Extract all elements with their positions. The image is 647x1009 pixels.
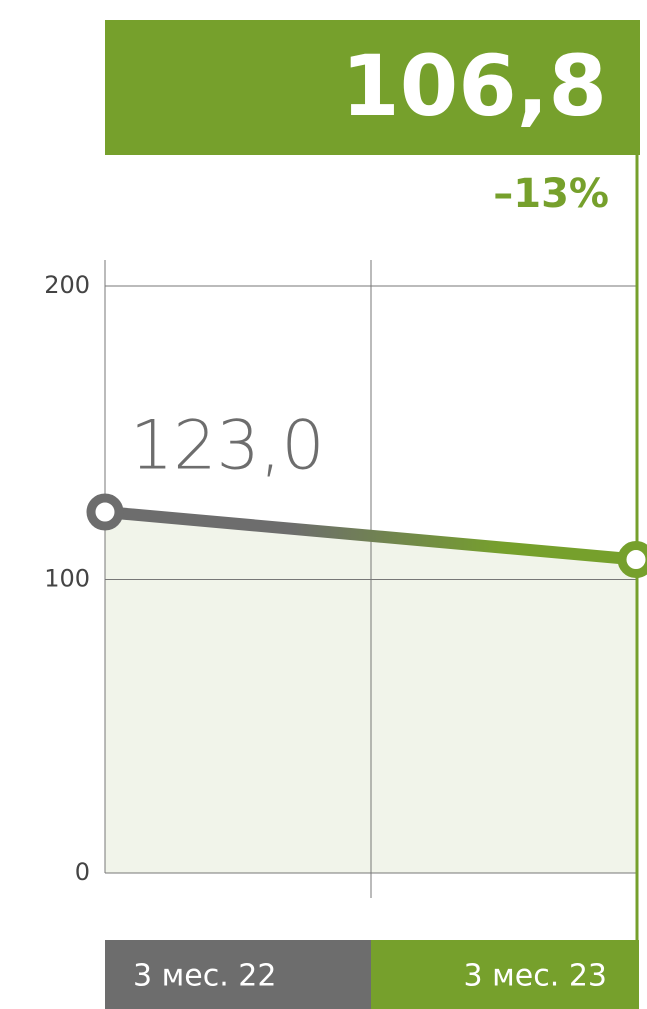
annotation: –13%	[493, 171, 609, 217]
point	[86, 493, 124, 531]
y-tick-label: 0	[75, 858, 90, 886]
y-tick-label: 200	[44, 271, 90, 299]
point	[617, 541, 647, 579]
category-bar	[105, 940, 371, 1009]
value-box	[105, 20, 640, 155]
line	[104, 506, 637, 566]
value-label: 123,0	[130, 407, 325, 486]
category-bar	[371, 940, 639, 1009]
y-tick-label: 100	[44, 565, 90, 593]
x-tick-label: 3 мес. 23	[464, 959, 607, 994]
x-tick-label: 3 мес. 22	[133, 959, 276, 994]
value-label: 106,8	[341, 37, 607, 135]
